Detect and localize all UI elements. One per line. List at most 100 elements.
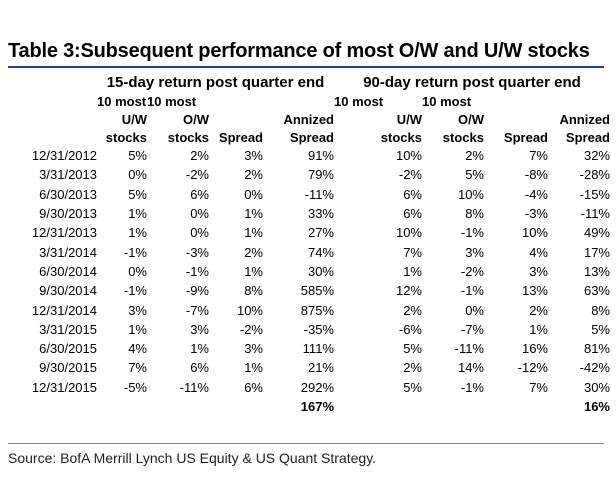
value-cell: 3% bbox=[190, 321, 209, 337]
value-cell: -11% bbox=[179, 379, 209, 395]
value-cell: 63% bbox=[583, 283, 610, 299]
total-cell bbox=[484, 397, 548, 416]
value-cell: 5% bbox=[465, 167, 484, 183]
value-cell: 10% bbox=[457, 186, 484, 202]
value-cell: 2% bbox=[529, 302, 548, 318]
column-header-cell bbox=[4, 128, 97, 146]
value-cell: 1% bbox=[128, 206, 147, 222]
table-row: 6/30/2014 0% -1% 1% 30% 1% -2% 3% 13% bbox=[4, 262, 610, 281]
value-cell: 3% bbox=[244, 341, 263, 357]
column-header-cell: Annized bbox=[283, 111, 334, 127]
value-cell: 1% bbox=[244, 206, 263, 222]
column-header-cell bbox=[4, 92, 97, 110]
column-header-cell: Annized bbox=[559, 111, 610, 127]
value-cell: 0% bbox=[128, 263, 147, 279]
column-header-row1: 10 most 10 most 10 most 10 most bbox=[4, 92, 610, 110]
column-header-cell: Spread bbox=[565, 129, 610, 145]
table-row: 6/30/2015 4% 1% 3% 111% 5% -11% 16% 81% bbox=[4, 339, 610, 358]
table-row: 6/30/2013 5% 6% 0% -11% 6% 10% -4% -15% bbox=[4, 185, 610, 204]
footer-rule bbox=[8, 443, 604, 444]
date-cell: 12/31/2015 bbox=[31, 379, 97, 395]
value-cell: 33% bbox=[307, 206, 334, 222]
value-cell: 3% bbox=[128, 302, 147, 318]
value-cell: 27% bbox=[307, 225, 334, 241]
total-cell bbox=[4, 397, 97, 416]
value-cell: 79% bbox=[307, 167, 334, 183]
value-cell: 6% bbox=[244, 379, 263, 395]
value-cell: 0% bbox=[244, 186, 263, 202]
value-cell: -11% bbox=[580, 206, 610, 222]
column-header-cell: O/W bbox=[458, 111, 484, 127]
column-header-cell bbox=[548, 92, 610, 110]
table-row: 9/30/2015 7% 6% 1% 21% 2% 14% -12% -42% bbox=[4, 358, 610, 377]
performance-table: 15-day return post quarter end 90-day re… bbox=[4, 72, 610, 416]
date-cell: 3/31/2015 bbox=[39, 321, 97, 337]
value-cell: -6% bbox=[398, 321, 422, 337]
value-cell: 111% bbox=[302, 341, 334, 357]
value-cell: 17% bbox=[583, 244, 610, 260]
value-cell: 32% bbox=[583, 148, 610, 164]
table-title: Table 3:Subsequent performance of most O… bbox=[8, 40, 590, 62]
date-cell: 6/30/2015 bbox=[39, 341, 97, 357]
value-cell: -7% bbox=[460, 321, 484, 337]
value-cell: 21% bbox=[307, 360, 334, 376]
total-cell bbox=[97, 397, 147, 416]
title-rule bbox=[8, 66, 604, 68]
column-header-cell: Spread bbox=[289, 129, 334, 145]
value-cell: 10% bbox=[395, 148, 422, 164]
column-header-cell bbox=[4, 110, 97, 128]
value-cell: 5% bbox=[128, 148, 147, 164]
value-cell: 6% bbox=[403, 186, 422, 202]
value-cell: -15% bbox=[579, 186, 610, 202]
column-header-cell: stocks bbox=[105, 129, 147, 145]
value-cell: 30% bbox=[583, 379, 610, 395]
value-cell: 1% bbox=[128, 321, 147, 337]
value-cell: 6% bbox=[403, 206, 422, 222]
value-cell: 2% bbox=[244, 244, 263, 260]
date-cell: 12/31/2014 bbox=[31, 302, 97, 318]
table-row: 3/31/2015 1% 3% -2% -35% -6% -7% 1% 5% bbox=[4, 320, 610, 339]
value-cell: 1% bbox=[190, 341, 209, 357]
value-cell: -5% bbox=[123, 379, 147, 395]
value-cell: 5% bbox=[403, 379, 422, 395]
value-cell: 3% bbox=[244, 148, 263, 164]
table-row: 12/31/2014 3% -7% 10% 875% 2% 0% 2% 8% bbox=[4, 300, 610, 319]
value-cell: 3% bbox=[465, 244, 484, 260]
column-header-cell: U/W bbox=[121, 111, 147, 127]
value-cell: -9% bbox=[185, 283, 209, 299]
value-cell: -3% bbox=[185, 244, 209, 260]
value-cell: 0% bbox=[190, 225, 209, 241]
total-cell bbox=[334, 397, 422, 416]
value-cell: 1% bbox=[403, 263, 422, 279]
table-row: 3/31/2014 -1% -3% 2% 74% 7% 3% 4% 17% bbox=[4, 242, 610, 261]
column-header-cell: U/W bbox=[396, 111, 422, 127]
value-cell: -2% bbox=[398, 167, 422, 183]
column-header-cell: Spread bbox=[503, 129, 548, 145]
value-cell: 8% bbox=[465, 206, 484, 222]
date-cell: 9/30/2013 bbox=[39, 206, 97, 222]
value-cell: -1% bbox=[460, 283, 484, 299]
value-cell: 13% bbox=[521, 283, 548, 299]
totals-row: 167% 16% bbox=[4, 397, 610, 416]
value-cell: 2% bbox=[403, 360, 422, 376]
value-cell: 4% bbox=[529, 244, 548, 260]
value-cell: 0% bbox=[128, 167, 147, 183]
value-cell: 91% bbox=[307, 148, 334, 164]
value-cell: 7% bbox=[529, 148, 548, 164]
group-header-90day: 90-day return post quarter end bbox=[363, 73, 581, 91]
value-cell: 81% bbox=[583, 341, 610, 357]
total-cell bbox=[209, 397, 263, 416]
column-header-cell: O/W bbox=[183, 111, 209, 127]
value-cell: 16% bbox=[521, 341, 548, 357]
value-cell: -28% bbox=[579, 167, 610, 183]
total-cell bbox=[147, 397, 209, 416]
value-cell: 2% bbox=[403, 302, 422, 318]
value-cell: 0% bbox=[465, 302, 484, 318]
value-cell: 13% bbox=[583, 263, 610, 279]
value-cell: 10% bbox=[395, 225, 422, 241]
value-cell: -1% bbox=[460, 379, 484, 395]
column-header-cell bbox=[263, 92, 334, 110]
date-cell: 9/30/2014 bbox=[39, 283, 97, 299]
value-cell: 6% bbox=[190, 360, 209, 376]
date-cell: 12/31/2013 bbox=[31, 225, 97, 241]
